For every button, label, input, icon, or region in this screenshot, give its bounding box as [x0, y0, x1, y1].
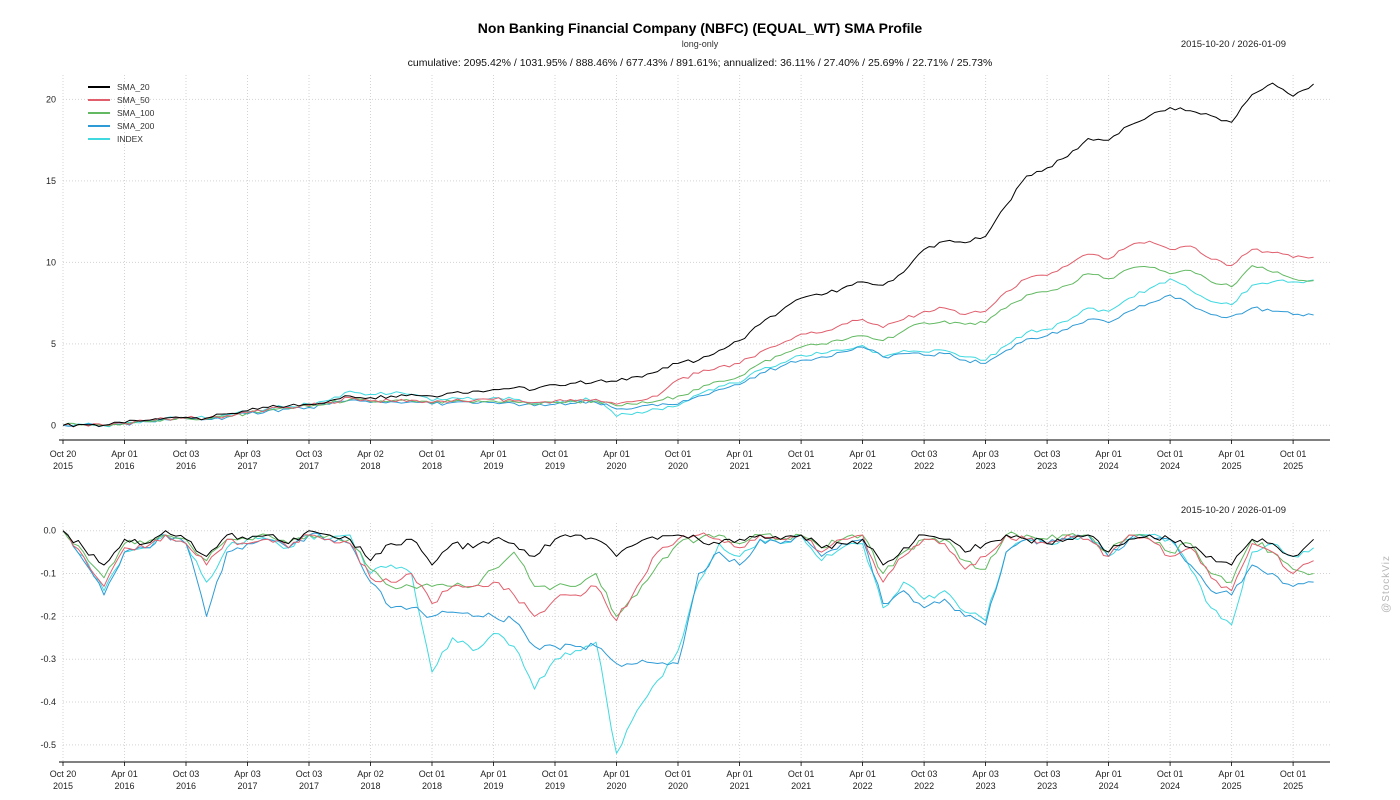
legend-swatch-sma_200 — [88, 125, 110, 127]
chart-panel-drawdown: 0.0 -0.1 -0.2 -0.3 -0.4 -0.5 Oct 20 2015 Apr 01 2… — [40, 523, 1330, 791]
series-line-sma_20 — [62, 82, 1314, 428]
series-line-index — [62, 530, 1314, 754]
y-tick-label: 10 — [46, 257, 56, 267]
y-tick-label: 0 — [51, 420, 56, 430]
y-tick-label: 15 — [46, 176, 56, 186]
x-tick-label: Oct 20 2015 — [50, 769, 77, 791]
legend-label-sma_200: SMA_200 — [117, 121, 155, 131]
x-tick-label: Apr 01 2022 — [849, 449, 876, 471]
legend-item-index: INDEX — [88, 134, 154, 144]
x-tick-label: Apr 01 2019 — [480, 769, 507, 791]
legend-label-sma_100: SMA_100 — [117, 108, 155, 118]
x-tick-label: Apr 03 2023 — [972, 449, 999, 471]
x-tick-label: Apr 02 2018 — [357, 449, 384, 471]
x-tick-label: Oct 01 2019 — [542, 769, 569, 791]
x-tick-label: Apr 01 2021 — [726, 449, 753, 471]
y-tick-label: -0.2 — [40, 611, 56, 621]
x-tick-label: Oct 03 2022 — [911, 449, 938, 471]
legend-swatch-sma_50 — [88, 99, 110, 101]
legend-item-sma_100: SMA_100 — [88, 108, 154, 118]
x-tick-label: Apr 01 2019 — [480, 449, 507, 471]
x-tick-label: Oct 01 2019 — [542, 449, 569, 471]
series-line-index — [62, 278, 1314, 428]
x-tick-label: Oct 03 2022 — [911, 769, 938, 791]
y-tick-label: 20 — [46, 94, 56, 104]
y-tick-label: -0.4 — [40, 697, 56, 707]
page-title: Non Banking Financial Company (NBFC) (EQ… — [477, 20, 923, 36]
x-tick-label: Oct 01 2020 — [665, 449, 692, 471]
x-tick-label: Oct 01 2020 — [665, 769, 692, 791]
x-tick-label: Oct 01 2025 — [1280, 449, 1307, 471]
x-tick-label: Oct 01 2021 — [788, 769, 815, 791]
x-tick-label: Apr 03 2023 — [972, 769, 999, 791]
chart-subtitle: long-only — [681, 39, 719, 49]
legend: SMA_20 SMA_50 SMA_100 SMA_200 INDEX — [88, 82, 154, 144]
x-tick-label: Apr 01 2020 — [603, 449, 630, 471]
x-tick-label: Oct 03 2016 — [173, 449, 200, 471]
x-tick-label: Oct 01 2024 — [1157, 769, 1184, 791]
y-tick-label: 5 — [51, 339, 56, 349]
x-tick-label: Apr 01 2025 — [1218, 449, 1245, 471]
x-tick-label: Oct 01 2018 — [419, 449, 446, 471]
legend-item-sma_20: SMA_20 — [88, 82, 154, 92]
series-line-sma_200 — [62, 530, 1314, 667]
x-tick-label: Oct 03 2016 — [173, 769, 200, 791]
x-tick-label: Apr 03 2017 — [234, 769, 261, 791]
chart-panel-cumulative: 0 5 10 15 20 Oct 20 2015 Apr 01 2016 Oct 03 2016 Ap… — [46, 75, 1330, 471]
legend-label-sma_50: SMA_50 — [117, 95, 150, 105]
x-tick-label: Apr 01 2016 — [111, 769, 138, 791]
x-tick-label: Oct 03 2023 — [1034, 769, 1061, 791]
top-panel-date-range: 2015-10-20 / 2026-01-09 — [1180, 39, 1286, 50]
x-tick-label: Oct 03 2017 — [296, 769, 323, 791]
x-tick-label: Apr 03 2017 — [234, 449, 261, 471]
x-tick-label: Oct 03 2017 — [296, 449, 323, 471]
y-tick-label: 0.0 — [43, 526, 56, 536]
x-tick-label: Apr 01 2021 — [726, 769, 753, 791]
y-tick-label: -0.5 — [40, 740, 56, 750]
x-tick-label: Apr 01 2024 — [1095, 769, 1122, 791]
legend-item-sma_50: SMA_50 — [88, 95, 154, 105]
x-tick-label: Oct 01 2025 — [1280, 769, 1307, 791]
x-tick-label: Oct 01 2018 — [419, 769, 446, 791]
x-tick-label: Oct 20 2015 — [50, 449, 77, 471]
x-tick-label: Apr 01 2016 — [111, 449, 138, 471]
x-tick-label: Apr 01 2020 — [603, 769, 630, 791]
series-line-sma_200 — [62, 294, 1314, 428]
y-tick-label: -0.1 — [40, 569, 56, 579]
legend-label-sma_20: SMA_20 — [117, 82, 150, 92]
legend-item-sma_200: SMA_200 — [88, 121, 154, 131]
stats-line: cumulative: 2095.42% / 1031.95% / 888.46… — [407, 57, 993, 69]
y-tick-label: -0.3 — [40, 654, 56, 664]
x-tick-label: Apr 01 2025 — [1218, 769, 1245, 791]
x-tick-label: Apr 01 2022 — [849, 769, 876, 791]
bottom-panel-date-range: 2015-10-20 / 2026-01-09 — [1180, 505, 1286, 516]
legend-label-index: INDEX — [117, 134, 143, 144]
watermark: @StockViz — [1381, 555, 1392, 613]
x-tick-label: Oct 03 2023 — [1034, 449, 1061, 471]
legend-swatch-index — [88, 138, 110, 140]
series-line-sma_50 — [62, 240, 1314, 428]
legend-swatch-sma_20 — [88, 86, 110, 88]
series-line-sma_20 — [62, 530, 1314, 566]
x-tick-label: Oct 01 2021 — [788, 449, 815, 471]
x-tick-label: Apr 02 2018 — [357, 769, 384, 791]
series-line-sma_100 — [62, 265, 1314, 427]
legend-swatch-sma_100 — [88, 112, 110, 114]
x-tick-label: Apr 01 2024 — [1095, 449, 1122, 471]
x-tick-label: Oct 01 2024 — [1157, 449, 1184, 471]
